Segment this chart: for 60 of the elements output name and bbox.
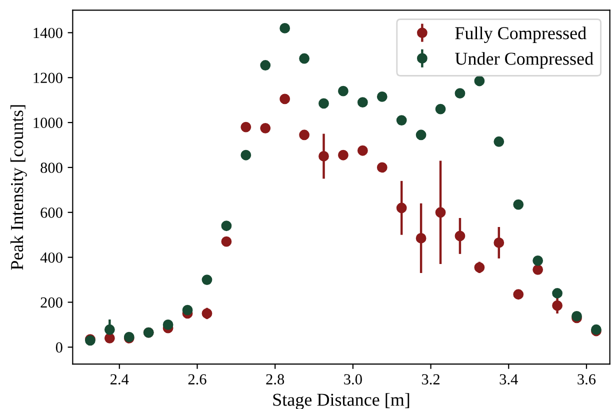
point xyxy=(202,274,212,285)
y-axis-title: Peak Intensity [counts] xyxy=(10,105,27,270)
point xyxy=(435,207,446,218)
point xyxy=(260,122,271,134)
point xyxy=(532,264,544,275)
point xyxy=(454,88,466,99)
point xyxy=(513,199,524,210)
point xyxy=(396,115,407,126)
legend-label: Fully Compressed xyxy=(455,26,586,44)
x-tick-label: 3.2 xyxy=(422,374,440,385)
point xyxy=(299,130,310,140)
point xyxy=(474,262,485,273)
point xyxy=(416,233,426,244)
point xyxy=(221,220,232,232)
point xyxy=(494,238,504,248)
x-tick-label: 3.4 xyxy=(500,374,518,385)
point xyxy=(104,324,115,335)
x-tick-label: 3.0 xyxy=(344,374,362,385)
x-tick-label: 2.8 xyxy=(266,374,284,385)
y-tick-label: 400 xyxy=(40,252,62,263)
point xyxy=(202,308,212,319)
point xyxy=(435,104,446,114)
y-tick-label: 1400 xyxy=(34,28,62,38)
point xyxy=(299,53,310,64)
y-tick-label: 200 xyxy=(40,297,62,308)
x-tick-label: 2.6 xyxy=(188,374,206,385)
point xyxy=(376,162,388,173)
point xyxy=(454,230,466,242)
point xyxy=(552,288,562,298)
point xyxy=(357,145,368,156)
point xyxy=(396,202,407,214)
point xyxy=(357,97,368,108)
point xyxy=(280,22,290,34)
y-tick-label: 1000 xyxy=(34,118,62,128)
y-tick-label: 600 xyxy=(40,208,62,218)
point xyxy=(221,236,232,247)
point xyxy=(318,98,329,109)
point xyxy=(338,150,348,160)
y-tick-label: 800 xyxy=(40,162,62,173)
x-tick-label: 3.6 xyxy=(578,374,596,385)
point xyxy=(552,300,562,311)
point xyxy=(240,150,252,160)
point xyxy=(318,151,329,162)
point xyxy=(416,130,426,140)
point xyxy=(338,86,348,96)
point xyxy=(513,289,524,300)
point xyxy=(474,76,485,86)
point xyxy=(376,91,388,102)
legend-label: Under Compressed xyxy=(455,52,594,69)
y-tick-label: 1200 xyxy=(34,72,62,84)
point xyxy=(260,60,271,70)
point xyxy=(494,136,504,147)
point xyxy=(280,94,290,104)
x-tick-label: 2.4 xyxy=(110,374,129,385)
point xyxy=(162,319,174,330)
point xyxy=(240,122,252,132)
point xyxy=(532,255,544,266)
point xyxy=(182,304,193,316)
point xyxy=(104,332,115,344)
y-tick-label: 0 xyxy=(56,342,62,353)
